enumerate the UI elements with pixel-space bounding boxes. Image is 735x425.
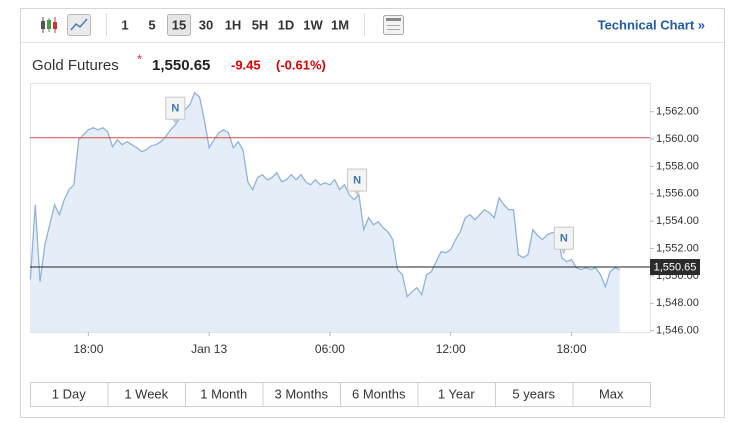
y-tick-label: 1,556.00 — [656, 188, 699, 200]
price-change-percent: (-0.61%) — [276, 57, 326, 72]
instrument-name: Gold Futures — [32, 57, 119, 74]
range-button[interactable] — [572, 382, 651, 407]
x-tick-label: Jan 13 — [191, 342, 227, 356]
calendar-icon[interactable] — [383, 15, 404, 35]
news-flag[interactable] — [553, 226, 574, 250]
interval-selected — [167, 14, 191, 36]
live-marker: * — [137, 51, 142, 66]
current-price-label: 1,550.65 — [654, 261, 697, 273]
interval-button[interactable]: 5 — [148, 17, 155, 32]
candle-icon[interactable] — [41, 17, 57, 33]
range-label[interactable]: Max — [599, 386, 624, 401]
range-label[interactable]: 1 Month — [200, 386, 247, 401]
y-tick-label: 1,558.00 — [656, 160, 699, 172]
y-tick-label: 1,562.00 — [656, 106, 699, 118]
interval-button[interactable]: 30 — [199, 17, 213, 32]
interval-buttons: 1 5 15 30 1H 5H 1D 1W 1M — [121, 14, 349, 36]
price-change: -9.45 — [231, 57, 261, 72]
x-tick-label: 18:00 — [556, 342, 586, 356]
y-tick-label: 1,560.00 — [656, 133, 699, 145]
price-area — [30, 92, 620, 332]
technical-chart-link[interactable]: Technical Chart » — [598, 17, 705, 32]
news-flag[interactable] — [347, 168, 368, 192]
current-price-tag — [650, 259, 700, 276]
y-tick-label: 1,552.00 — [656, 242, 699, 254]
news-flag-pointer — [354, 190, 361, 197]
range-buttons: 1 Day 1 Week 1 Month 3 Months 6 Months 1 Year… — [30, 382, 651, 407]
range-label[interactable]: 5 years — [512, 386, 555, 401]
range-label[interactable]: 1 Week — [124, 386, 168, 401]
news-flag-pointer — [172, 118, 179, 125]
news-flag-pointer — [560, 248, 567, 255]
news-flag-label: N — [353, 174, 361, 186]
interval-button[interactable]: 5H — [252, 17, 269, 32]
news-flag-label: N — [171, 103, 179, 115]
plot: investing.com1,546.001,548.001,550.001,5… — [29, 83, 700, 356]
interval-button[interactable]: 1 — [121, 17, 128, 32]
news-flag-label: N — [560, 233, 568, 245]
x-tick-label: 18:00 — [73, 342, 103, 356]
range-button[interactable] — [340, 382, 419, 407]
range-button[interactable] — [262, 382, 341, 407]
line-icon[interactable] — [67, 14, 91, 36]
range-button[interactable] — [30, 382, 109, 407]
y-tick-label: 1,548.00 — [656, 297, 699, 309]
range-label[interactable]: 1 Year — [438, 386, 476, 401]
news-flag[interactable] — [165, 96, 186, 120]
range-label[interactable]: 3 Months — [275, 386, 329, 401]
interval-button[interactable]: 1W — [303, 17, 323, 32]
last-price: 1,550.65 — [152, 57, 210, 74]
price-line — [29, 91, 621, 299]
interval-button[interactable]: 1D — [278, 17, 295, 32]
interval-button[interactable]: 15 — [172, 17, 186, 32]
range-label[interactable]: 1 Day — [52, 386, 86, 401]
interval-button[interactable]: 1M — [331, 17, 349, 32]
interval-button[interactable]: 1H — [225, 17, 242, 32]
x-tick-label: 12:00 — [436, 342, 466, 356]
range-label[interactable]: 6 Months — [352, 386, 406, 401]
y-tick-label: 1,554.00 — [656, 215, 699, 227]
y-tick-label: 1,546.00 — [656, 325, 699, 337]
x-tick-label: 06:00 — [315, 342, 345, 356]
